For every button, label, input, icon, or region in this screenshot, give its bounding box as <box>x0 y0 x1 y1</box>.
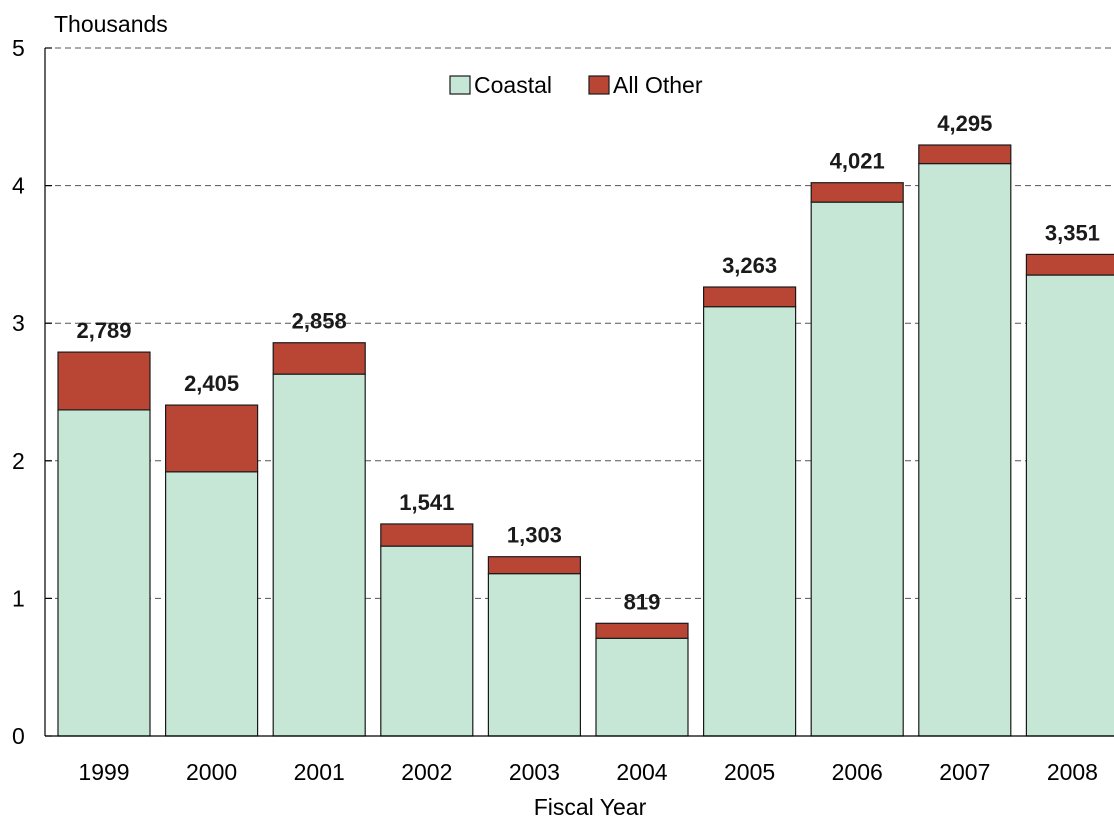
x-tick-label: 2005 <box>724 759 775 785</box>
x-tick-label: 2007 <box>939 759 990 785</box>
y-tick-label: 0 <box>12 723 25 749</box>
y-tick-label: 3 <box>12 310 25 336</box>
bar-total-label: 3,263 <box>722 253 777 278</box>
y-tick-label: 2 <box>12 448 25 474</box>
y-tick-labels: 0 1 2 3 4 5 <box>12 35 25 749</box>
bar-total-label: 1,303 <box>507 523 562 548</box>
bar-all-other <box>918 144 1012 165</box>
bar-coastal <box>595 637 689 737</box>
bar-total-label: 4,021 <box>830 149 885 174</box>
bars <box>57 144 1114 737</box>
bar-all-other <box>272 342 366 375</box>
bar-all-other <box>702 286 797 308</box>
legend: Coastal All Other <box>449 72 703 98</box>
x-tick-label: 2000 <box>186 759 237 785</box>
unit-label: Thousands <box>54 11 168 37</box>
y-tick-label: 1 <box>12 585 25 611</box>
bar-total-label: 3,351 <box>1045 220 1100 245</box>
bar-total-label: 2,789 <box>76 318 131 343</box>
bar-coastal <box>487 573 581 737</box>
y-tick-label: 5 <box>12 35 25 61</box>
x-tick-label: 2001 <box>294 759 345 785</box>
bar-total-label: 4,295 <box>937 111 992 136</box>
bar-coastal <box>272 373 366 737</box>
x-tick-labels: 1999 2000 2001 2002 2003 2004 2005 2006 2007 2008 <box>78 759 1098 785</box>
bar-all-other <box>595 622 689 639</box>
bar-all-other <box>1025 253 1114 276</box>
bar-coastal <box>702 306 797 737</box>
bar-all-other <box>810 182 904 203</box>
bar-all-other <box>165 404 259 473</box>
legend-swatch-all-other <box>588 75 610 95</box>
legend-label-all-other: All Other <box>613 72 703 98</box>
bar-all-other <box>57 351 151 411</box>
bar-total-label: 819 <box>624 589 661 614</box>
bar-all-other <box>487 556 581 575</box>
bar-coastal <box>165 471 259 737</box>
bar-total-label: 2,858 <box>292 309 347 334</box>
data-labels: 2,789 2,405 2,858 1,541 1,303 819 3,263 4,021 4,… <box>76 111 1099 614</box>
x-tick-label: 2004 <box>616 759 667 785</box>
bar-coastal <box>810 201 904 737</box>
bar-total-label: 2,405 <box>184 371 239 396</box>
bar-all-other <box>380 523 474 547</box>
x-tick-label: 2002 <box>401 759 452 785</box>
x-tick-label: 1999 <box>78 759 129 785</box>
bar-coastal <box>1025 274 1114 737</box>
bar-coastal <box>380 545 474 737</box>
x-tick-label: 2006 <box>832 759 883 785</box>
x-tick-label: 2008 <box>1047 759 1098 785</box>
legend-swatch-coastal <box>449 75 471 95</box>
axes <box>44 48 1114 737</box>
bar-total-label: 1,541 <box>399 490 454 515</box>
bar-coastal <box>57 409 151 737</box>
legend-label-coastal: Coastal <box>474 72 552 98</box>
x-axis-title: Fiscal Year <box>534 794 647 820</box>
y-tick-label: 4 <box>12 173 25 199</box>
bar-coastal <box>918 162 1012 737</box>
x-tick-label: 2003 <box>509 759 560 785</box>
